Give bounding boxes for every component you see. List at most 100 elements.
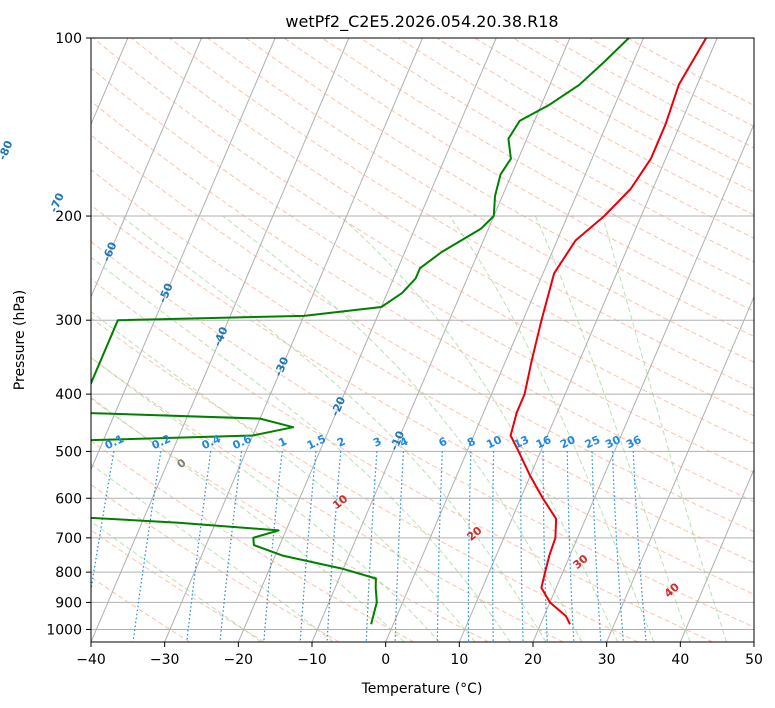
y-tick-label: 500 [55, 444, 82, 460]
dry-adiabat [91, 357, 564, 642]
isotherm-line [679, 468, 754, 642]
dry-adiabat [91, 576, 191, 642]
x-tick-label: 40 [671, 652, 689, 668]
mixing-ratio-label: 20 [558, 433, 578, 451]
mixing-ratio-line [520, 451, 524, 642]
x-tick-label: 0 [381, 652, 390, 668]
isotherm-line [606, 295, 754, 642]
mixing-ratio-line [186, 451, 212, 642]
x-tick-label: 30 [598, 652, 616, 668]
dry-adiabat [91, 529, 265, 642]
mixing-ratio-label: 16 [534, 433, 554, 451]
moist-adiabat-label: 40 [662, 580, 682, 600]
dry-adiabat [91, 278, 713, 642]
x-tick-label: −30 [150, 652, 180, 668]
y-tick-label: 400 [55, 387, 82, 403]
mixing-ratio-label: 2 [335, 435, 347, 450]
dewpoint-profile [91, 38, 630, 625]
isotherm-line [91, 38, 202, 299]
temperature-profile [509, 38, 707, 625]
isotherm-line [753, 640, 754, 642]
mixing-ratio-label: 6 [437, 435, 450, 450]
moist-adiabat [449, 215, 655, 642]
y-tick-label: 900 [55, 595, 82, 611]
mixing-ratio-line [632, 451, 647, 642]
moist-adiabat [222, 215, 583, 642]
moist-adiabat [91, 396, 405, 642]
x-tick-label: −10 [297, 652, 327, 668]
mixing-ratio-line [566, 451, 575, 642]
mixing-ratio-label: 1.5 [305, 432, 328, 452]
mixing-ratio-line [365, 451, 378, 642]
isotherm-label: -50 [156, 281, 176, 305]
moist-adiabat [91, 463, 334, 642]
mixing-ratio-label: 30 [603, 433, 623, 451]
y-axis-title: Pressure (hPa) [12, 290, 28, 390]
dry-adiabat [91, 67, 754, 473]
x-tick-label: 10 [450, 652, 468, 668]
isotherm-line [458, 38, 718, 642]
plot-frame [90, 37, 755, 643]
dry-adiabat [91, 317, 639, 642]
mixing-ratio-line [591, 451, 602, 642]
moist-adiabat-label: 20 [464, 524, 484, 544]
mixing-ratio-line [299, 451, 317, 642]
isotherm-label: -60 [100, 240, 120, 264]
profile-lines [91, 38, 707, 625]
moist-adiabat [91, 520, 262, 642]
dry-adiabat [245, 38, 754, 337]
moist-adiabat [120, 215, 547, 642]
mixing-ratio-line [263, 451, 283, 642]
mixing-ratio-line [132, 451, 162, 642]
dry-adiabat [91, 440, 415, 642]
dry-adiabat [91, 134, 754, 533]
dry-adiabat [131, 38, 754, 417]
isotherm-line [237, 38, 497, 642]
mixing-ratio-line [611, 451, 624, 642]
y-tick-label: 100 [55, 31, 82, 47]
dry-adiabat [91, 204, 754, 595]
mixing-ratio-label: 1 [276, 435, 288, 450]
mixing-ratio-label: 10 [484, 433, 504, 451]
mixing-ratio-label: 8 [465, 435, 477, 450]
moist-adiabat [91, 256, 511, 642]
isotherm-line [91, 38, 350, 642]
moist-adiabat-label: 0 [174, 456, 188, 471]
isotherm-label: -30 [272, 355, 292, 379]
mixing-ratio-line [91, 451, 115, 594]
mixing-ratio-line [219, 451, 243, 642]
dry-adiabat [207, 38, 754, 363]
y-tick-label: 600 [55, 491, 82, 507]
mixing-ratio-label: 0.1 [103, 432, 126, 452]
dry-adiabat [169, 38, 754, 390]
dry-adiabat [283, 38, 754, 312]
dry-adiabat [91, 398, 489, 642]
moist-adiabat [602, 215, 728, 642]
x-tick-label: 50 [745, 652, 763, 668]
x-tick-label: −20 [224, 652, 254, 668]
y-tick-label: 800 [55, 565, 82, 581]
mixing-ratio-label: 36 [624, 433, 644, 451]
mixing-ratio-line [436, 451, 443, 642]
isotherm-line [164, 38, 423, 642]
moist-adiabat [339, 215, 619, 642]
mixing-ratio-line [542, 451, 548, 642]
mixing-ratio-label: 13 [512, 433, 531, 451]
mixing-ratio-line [467, 451, 472, 642]
x-axis-title: Temperature (°C) [361, 681, 483, 697]
dry-adiabat [91, 169, 754, 564]
moist-adiabat-label: 30 [571, 552, 591, 572]
y-tick-label: 200 [55, 209, 82, 225]
mixing-ratio-label: 25 [583, 433, 602, 451]
background-lines [91, 38, 754, 642]
isotherm-line [91, 38, 276, 471]
moist-adiabat [534, 215, 691, 642]
moist-adiabat [91, 357, 440, 642]
isotherm-line [385, 38, 644, 642]
y-tick-label: 700 [55, 531, 82, 547]
mixing-ratio-line [491, 451, 495, 642]
mixing-ratio-label: 0.2 [150, 432, 173, 452]
mixing-ratio-line [326, 451, 342, 642]
mixing-ratio-line [394, 451, 405, 642]
